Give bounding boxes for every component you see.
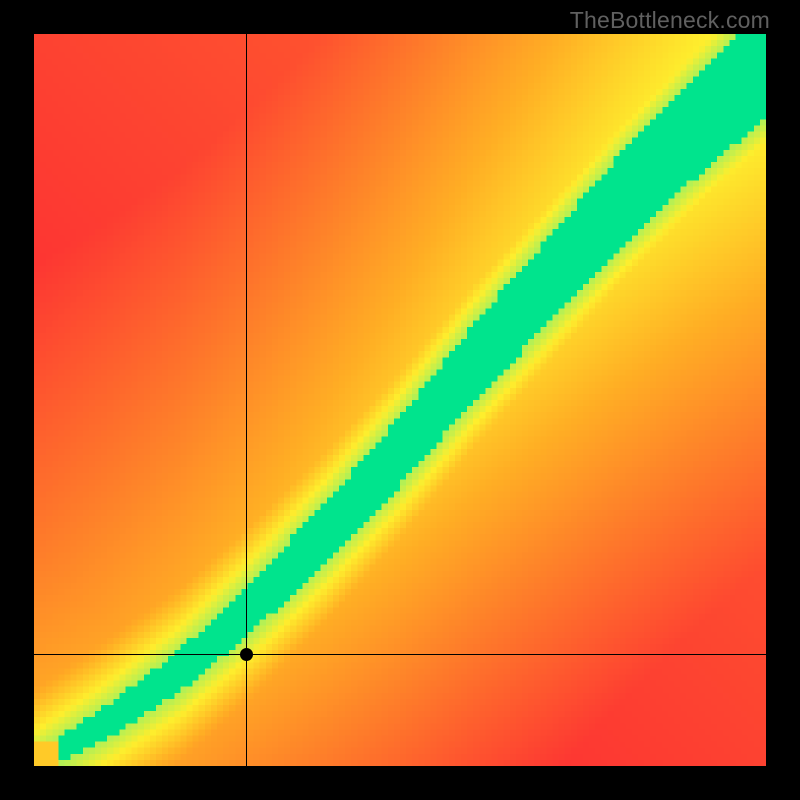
chart-container: TheBottleneck.com <box>0 0 800 800</box>
marker-point <box>240 648 253 661</box>
watermark-text: TheBottleneck.com <box>570 7 770 34</box>
heatmap-canvas <box>34 34 766 766</box>
crosshair-horizontal <box>34 654 766 655</box>
